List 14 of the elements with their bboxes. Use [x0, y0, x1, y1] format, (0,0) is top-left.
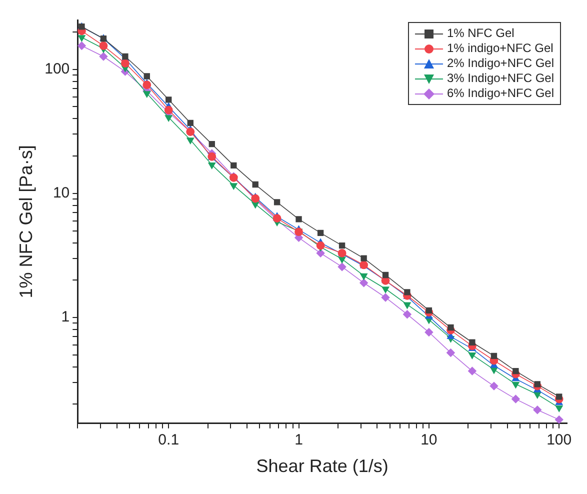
- y-tick-label: 100: [44, 60, 70, 78]
- x-tick-label: 10: [420, 432, 438, 449]
- legend-label: 3% Indigo+NFC Gel: [446, 71, 554, 86]
- x-axis-title: Shear Rate (1/s): [256, 456, 388, 476]
- x-tick-label: 1: [294, 432, 303, 449]
- legend-label: 6% Indigo+NFC Gel: [446, 86, 554, 101]
- legend-label: 1% NFC Gel: [446, 26, 514, 41]
- y-tick-label: 10: [52, 184, 70, 202]
- x-tick-label: 0.1: [158, 432, 180, 449]
- y-tick-label: 1: [61, 308, 70, 326]
- y-axis-title: 1% NFC Gel [Pa·s]: [16, 145, 36, 298]
- x-tick-label: 100: [546, 432, 572, 449]
- legend-label: 2% Indigo+NFC Gel: [446, 56, 554, 71]
- legend-label: 1% indigo+NFC Gel: [446, 41, 554, 56]
